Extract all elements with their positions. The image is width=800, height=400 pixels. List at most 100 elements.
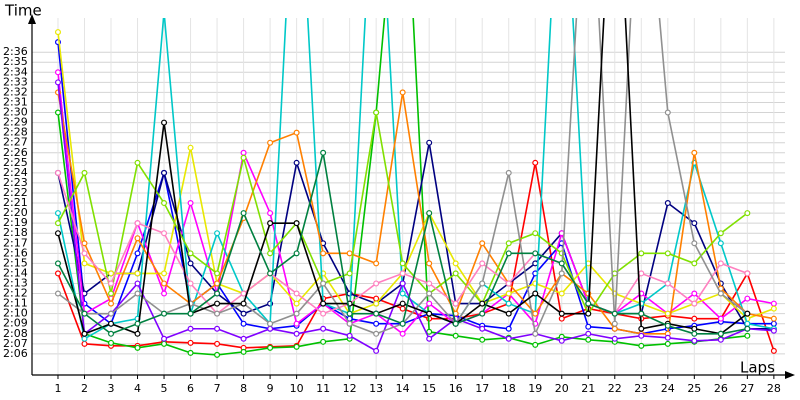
point [161,335,168,342]
y-axis-arrow [28,14,36,24]
point [426,280,433,287]
y-tick-label: 2:30 [3,106,28,119]
point [240,310,247,317]
x-tick-label: 9 [267,382,274,395]
point [452,332,459,339]
x-tick-label: 21 [581,382,595,395]
point [505,335,512,342]
y-tick-label: 2:23 [3,176,28,189]
point [373,300,380,307]
point [54,230,61,237]
point [770,347,777,354]
x-tick-label: 23 [634,382,648,395]
point [161,200,168,207]
point [81,340,88,347]
y-tick-label: 2:16 [3,246,28,259]
point [532,250,539,257]
point [373,260,380,267]
x-tick-label: 17 [475,382,489,395]
x-tick-label: 24 [661,382,675,395]
point [770,305,777,312]
point [691,220,698,227]
point [691,300,698,307]
point [187,260,194,267]
point [293,320,300,327]
point [320,338,327,345]
point [452,270,459,277]
point [320,325,327,332]
point [214,300,221,307]
point [108,310,115,317]
point [664,280,671,287]
point [81,169,88,176]
point [214,290,221,297]
point [187,250,194,257]
point [108,300,115,307]
point [479,260,486,267]
point [717,336,724,343]
series-line [57,18,775,341]
y-tick-label: 2:36 [3,45,28,58]
y-tick-label: 2:17 [3,236,28,249]
point [134,280,141,287]
point [664,109,671,116]
point [691,330,698,337]
point [187,339,194,346]
point [108,270,115,277]
point [532,260,539,267]
point [611,310,618,317]
point [240,154,247,161]
point [240,300,247,307]
x-tick-label: 11 [316,382,330,395]
point [426,210,433,217]
point [346,250,353,257]
point [161,270,168,277]
point [134,290,141,297]
point [479,280,486,287]
point [240,149,247,156]
point [558,290,565,297]
point [770,320,777,327]
point [81,330,88,337]
point [320,300,327,307]
y-tick-label: 2:20 [3,206,28,219]
point [161,119,168,126]
series-line [57,82,774,353]
point [426,328,433,335]
point [399,280,406,287]
point [134,320,141,327]
point [54,29,61,36]
point [638,332,645,339]
y-tick-label: 2:07 [3,337,28,350]
point [81,335,88,342]
point [54,260,61,267]
x-tick-label: 15 [422,382,436,395]
x-tick-label: 8 [240,382,247,395]
point [664,200,671,207]
x-axis-title: Laps [740,359,775,377]
point [346,310,353,317]
point [346,332,353,339]
point [293,310,300,317]
point [240,348,247,355]
point [585,336,592,343]
point [54,270,61,277]
point [691,337,698,344]
point [161,340,168,347]
point [373,310,380,317]
point [187,349,194,356]
point [744,320,751,327]
y-tick-label: 2:13 [3,276,28,289]
y-tick-label: 2:08 [3,327,28,340]
point [399,270,406,277]
y-tick-label: 2:29 [3,116,28,129]
point [134,344,141,351]
point [505,240,512,247]
point [293,159,300,166]
point [54,220,61,227]
y-tick-label: 2:14 [3,266,28,279]
point [585,323,592,330]
point [611,320,618,327]
x-tick-label: 2 [81,382,88,395]
